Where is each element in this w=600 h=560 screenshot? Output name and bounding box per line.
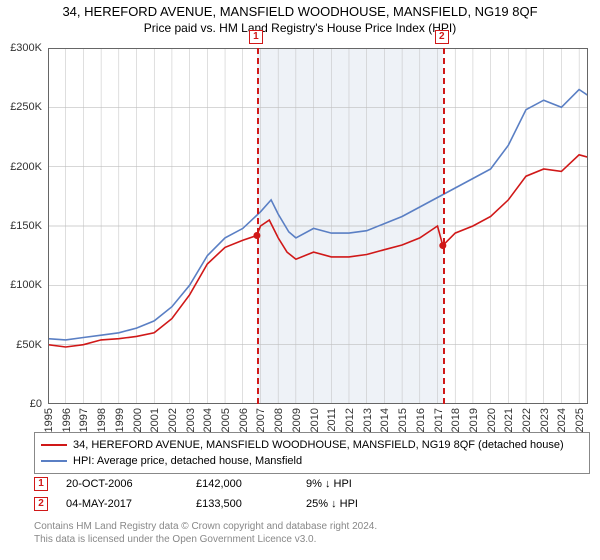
chart-subtitle: Price paid vs. HM Land Registry's House …	[0, 19, 600, 35]
x-axis-label: 1997	[78, 408, 90, 432]
sale-price: £142,000	[196, 478, 306, 490]
x-axis-label: 2004	[202, 408, 214, 432]
x-axis-label: 2009	[291, 408, 303, 432]
sale-date: 20-OCT-2006	[66, 478, 196, 490]
x-axis-label: 2013	[362, 408, 374, 432]
footer-line-1: Contains HM Land Registry data © Crown c…	[34, 520, 590, 533]
legend-row: 34, HEREFORD AVENUE, MANSFIELD WOODHOUSE…	[41, 437, 583, 453]
x-axis-label: 2012	[344, 408, 356, 432]
x-axis-label: 2019	[468, 408, 480, 432]
footer-line-2: This data is licensed under the Open Gov…	[34, 533, 590, 546]
chart-container: 34, HEREFORD AVENUE, MANSFIELD WOODHOUSE…	[0, 0, 600, 560]
x-axis-label: 2020	[486, 408, 498, 432]
x-axis-label: 2016	[415, 408, 427, 432]
x-axis-label: 2011	[326, 408, 338, 432]
x-axis-label: 2008	[273, 408, 285, 432]
legend-label: HPI: Average price, detached house, Mans…	[73, 455, 302, 467]
sale-delta: 9% ↓ HPI	[306, 478, 426, 490]
legend-box: 34, HEREFORD AVENUE, MANSFIELD WOODHOUSE…	[34, 432, 590, 474]
x-axis-label: 2006	[238, 408, 250, 432]
y-axis-label: £250K	[10, 101, 42, 113]
x-axis-label: 2023	[539, 408, 551, 432]
legend-row: HPI: Average price, detached house, Mans…	[41, 453, 583, 469]
x-axis-label: 2003	[185, 408, 197, 432]
x-axis-label: 2022	[521, 408, 533, 432]
x-axis-label: 2024	[556, 408, 568, 432]
x-axis-label: 2001	[149, 408, 161, 432]
sale-marker-line	[443, 48, 445, 404]
x-axis-label: 1995	[43, 408, 55, 432]
x-axis-label: 2000	[132, 408, 144, 432]
y-axis-label: £200K	[10, 161, 42, 173]
x-axis-label: 2010	[309, 408, 321, 432]
sale-marker-icon: 1	[34, 477, 48, 491]
sale-marker-icon: 2	[34, 497, 48, 511]
legend-label: 34, HEREFORD AVENUE, MANSFIELD WOODHOUSE…	[73, 439, 564, 451]
chart-area: £0£50K£100K£150K£200K£250K£300K 19951996…	[48, 48, 588, 404]
sale-marker-line	[257, 48, 259, 404]
sale-date: 04-MAY-2017	[66, 498, 196, 510]
x-axis-label: 2002	[167, 408, 179, 432]
chart-svg	[48, 48, 588, 404]
x-axis-label: 2015	[397, 408, 409, 432]
y-axis-label: £0	[30, 398, 42, 410]
x-axis-label: 1998	[96, 408, 108, 432]
sale-marker-box: 2	[435, 30, 449, 44]
sale-price: £133,500	[196, 498, 306, 510]
x-axis-label: 2017	[433, 408, 445, 432]
sale-row: 1 20-OCT-2006£142,0009% ↓ HPI	[34, 474, 590, 494]
x-axis-label: 1999	[114, 408, 126, 432]
x-axis-label: 2005	[220, 408, 232, 432]
x-axis-label: 2014	[379, 408, 391, 432]
sales-table: 1 20-OCT-2006£142,0009% ↓ HPI 2 04-MAY-2017…	[34, 474, 590, 514]
y-axis-label: £300K	[10, 42, 42, 54]
y-axis-label: £100K	[10, 279, 42, 291]
legend-swatch	[41, 444, 67, 446]
sale-row: 2 04-MAY-2017£133,50025% ↓ HPI	[34, 494, 590, 514]
sale-delta: 25% ↓ HPI	[306, 498, 426, 510]
sale-marker-box: 1	[249, 30, 263, 44]
x-axis-label: 2025	[574, 408, 586, 432]
x-axis-label: 1996	[61, 408, 73, 432]
legend-swatch	[41, 460, 67, 462]
x-axis-label: 2018	[450, 408, 462, 432]
x-axis-label: 2021	[503, 408, 515, 432]
footer-text: Contains HM Land Registry data © Crown c…	[34, 520, 590, 546]
x-axis-label: 2007	[255, 408, 267, 432]
y-axis-label: £150K	[10, 220, 42, 232]
chart-title: 34, HEREFORD AVENUE, MANSFIELD WOODHOUSE…	[0, 0, 600, 19]
y-axis-label: £50K	[16, 339, 42, 351]
